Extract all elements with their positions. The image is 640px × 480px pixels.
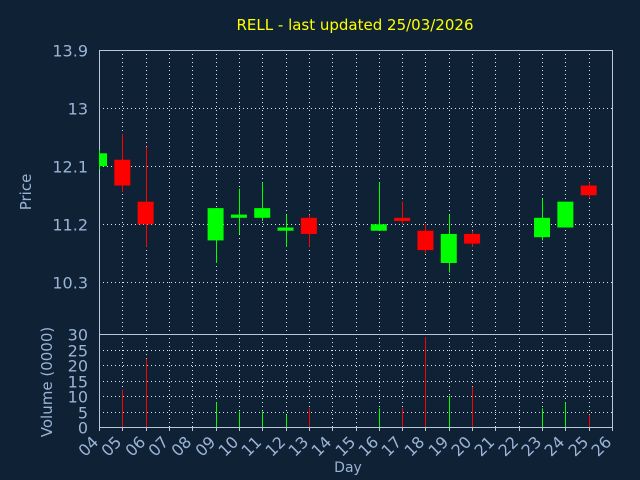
grid-lines: [99, 50, 613, 427]
candle-body: [114, 159, 131, 186]
price-tick-label: 10.3: [52, 274, 88, 293]
price-tick-label: 13: [68, 100, 88, 119]
x-axis-label: Day: [334, 460, 362, 476]
chart-title: RELL - last updated 25/03/2026: [237, 16, 474, 34]
price-tick-label: 12.1: [52, 158, 88, 177]
volume-tick-label: 30: [68, 326, 88, 345]
candle-body: [370, 224, 387, 231]
y-axis-label: Price: [17, 174, 35, 211]
volume-bars: [122, 337, 590, 427]
volume-tick-label: 10: [68, 388, 88, 407]
candle-body: [440, 233, 457, 263]
price-panel-frame: [99, 50, 613, 335]
price-tick-label: 13.9: [52, 42, 88, 61]
volume-tick-label: 5: [78, 404, 88, 423]
candle-body: [137, 201, 154, 225]
candle-body: [207, 208, 224, 241]
candle-body: [534, 217, 551, 238]
volume-axis-label: Volume (0000): [38, 327, 56, 437]
price-tick-label: 11.2: [52, 216, 88, 235]
candle-body: [100, 153, 107, 167]
candle-body: [557, 201, 574, 228]
candle-body: [417, 230, 434, 251]
volume-tick-label: 15: [68, 373, 88, 392]
candle-body: [230, 214, 247, 218]
candle-body: [464, 233, 481, 244]
price-candles: [99, 133, 597, 273]
candle-body: [254, 208, 271, 218]
candle-body: [580, 185, 597, 196]
candle-body: [300, 217, 317, 234]
tick-labels: 13.91312.111.210.33025201510500405060708…: [52, 42, 615, 461]
candle-body: [277, 227, 294, 231]
volume-tick-label: 0: [78, 419, 88, 438]
volume-tick-label: 25: [68, 342, 88, 361]
candle-body: [394, 217, 411, 222]
volume-tick-label: 20: [68, 357, 88, 376]
x-tick-label: 26: [587, 432, 615, 460]
